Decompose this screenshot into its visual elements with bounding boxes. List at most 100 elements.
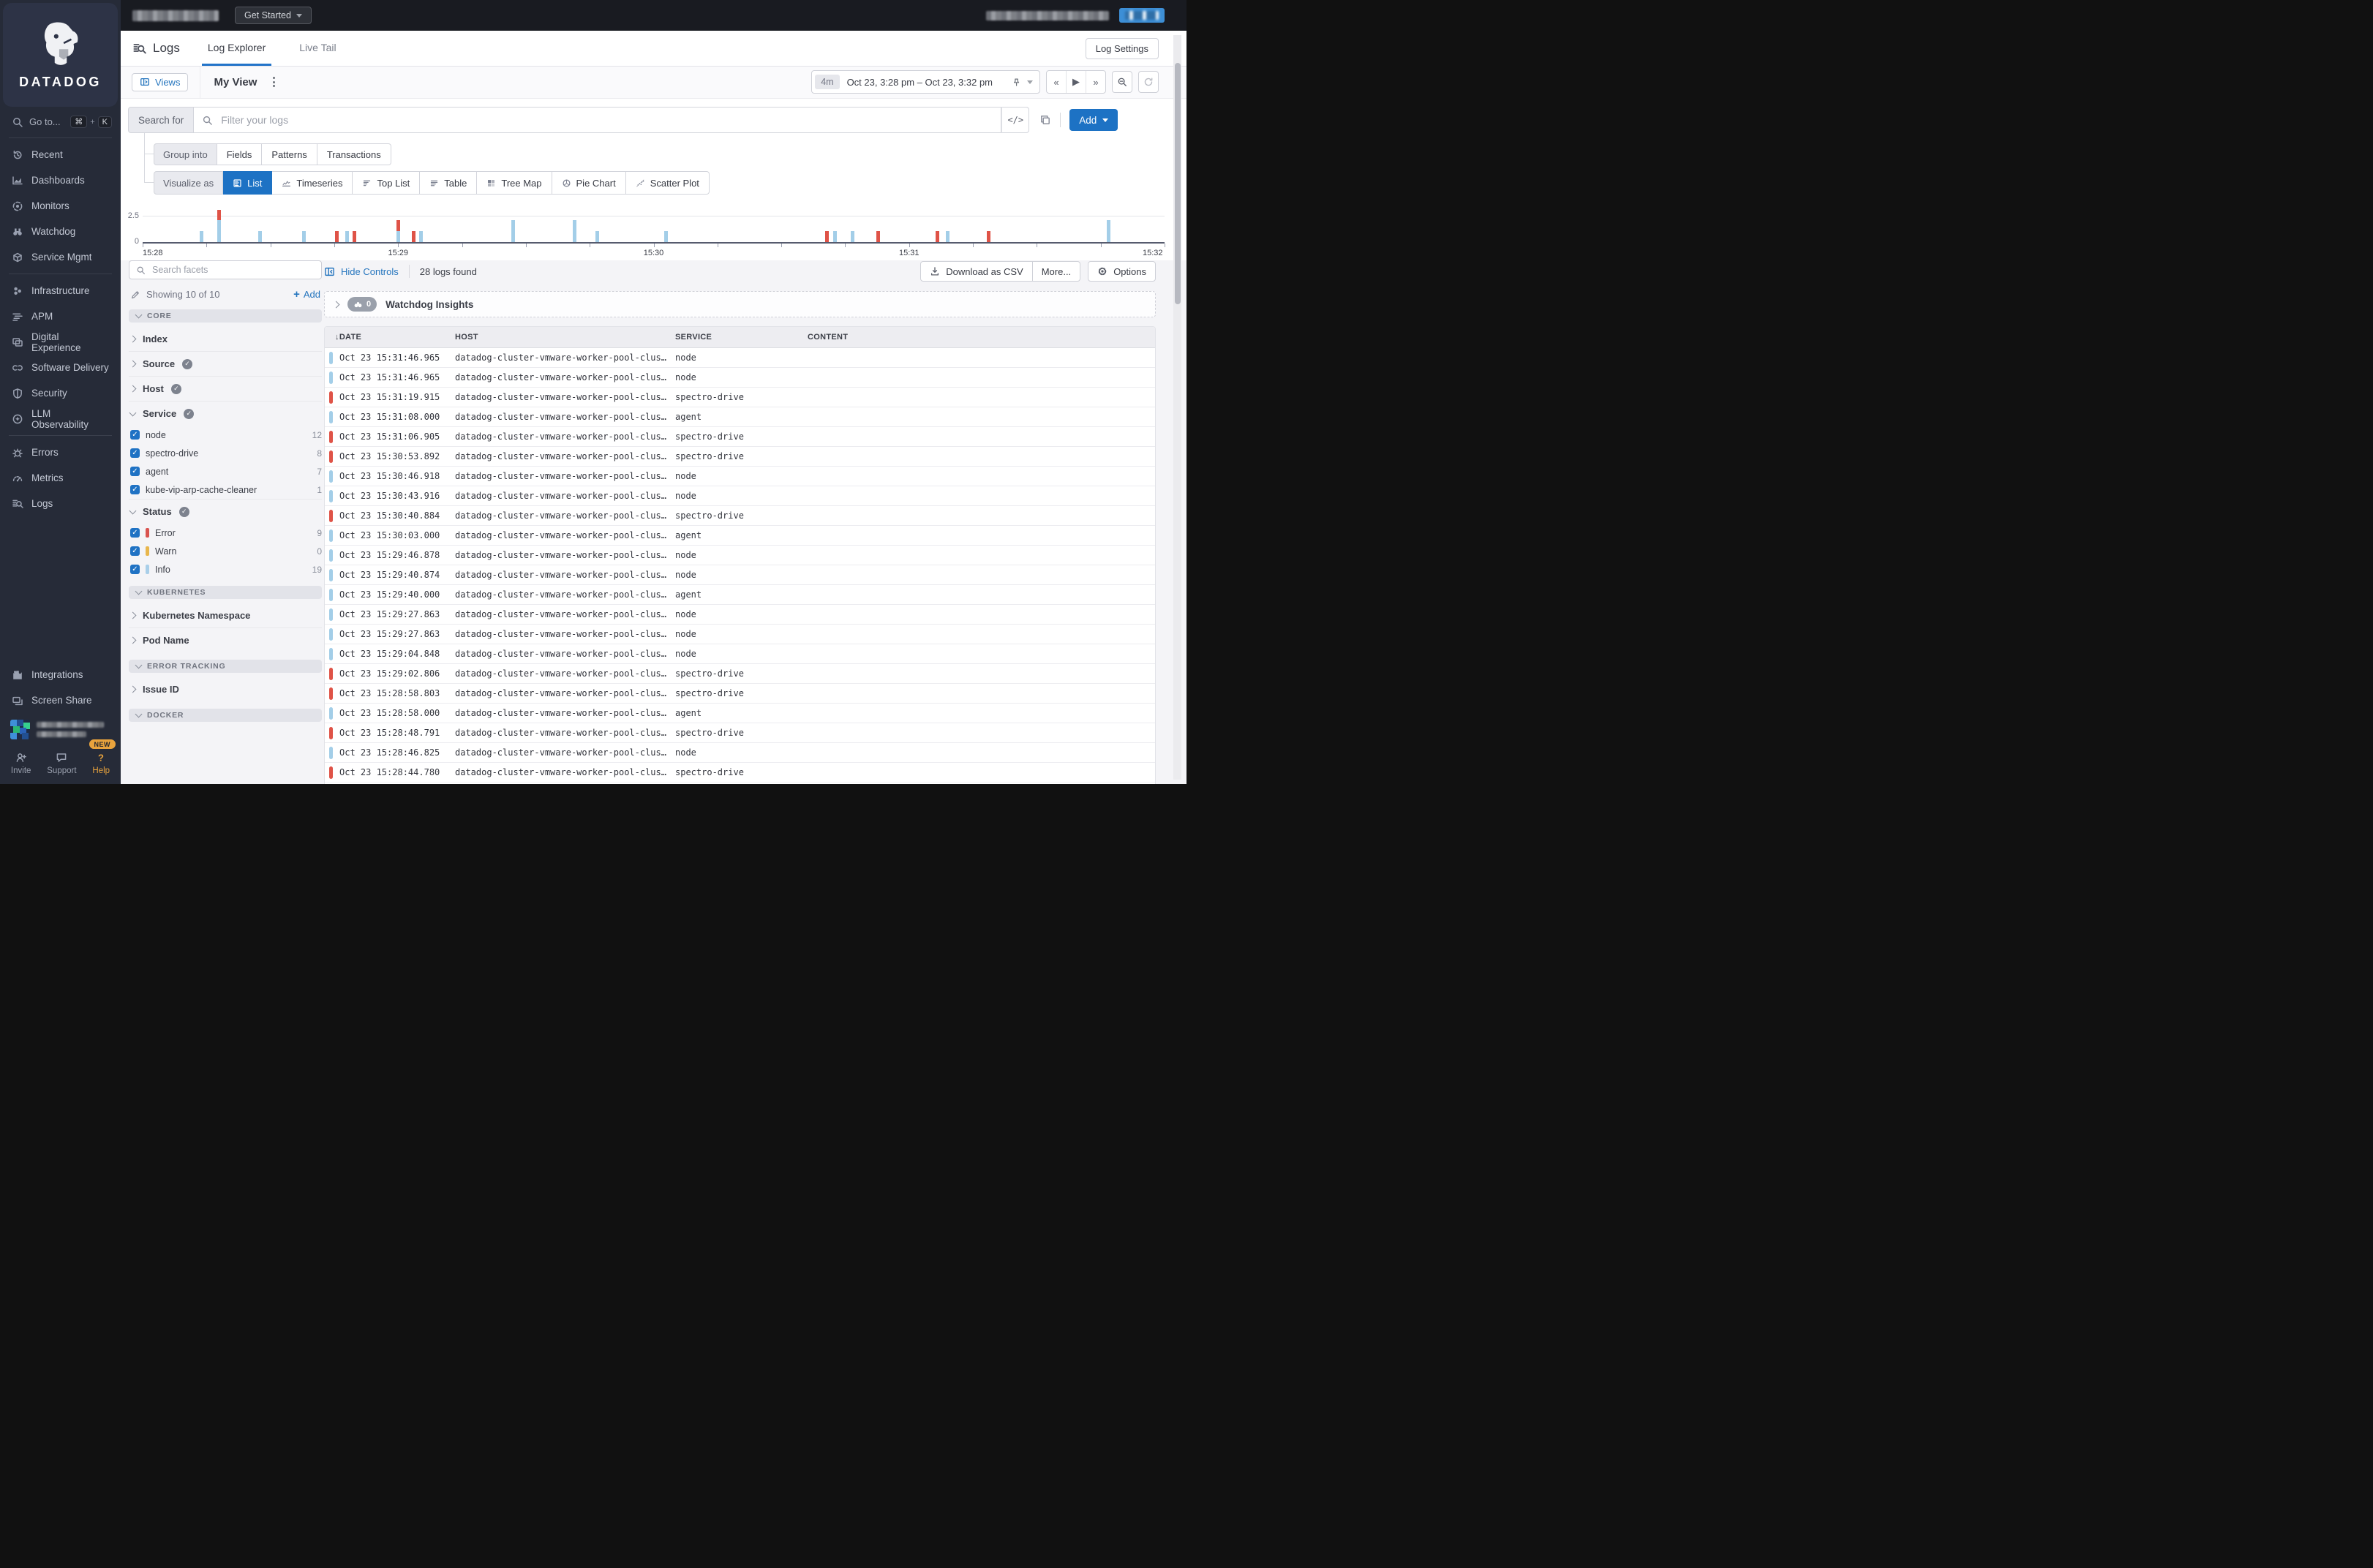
log-settings-button[interactable]: Log Settings [1085, 37, 1159, 59]
copy-icon[interactable] [1039, 114, 1051, 126]
datadog-logo[interactable]: DATADOG [3, 3, 118, 107]
facet-source[interactable]: Source ✓ [129, 352, 322, 376]
redacted-trial-button[interactable] [1119, 8, 1165, 23]
log-row[interactable]: Oct 23 15:30:46.918 datadog-cluster-vmwar… [325, 467, 1155, 486]
download-csv-button[interactable]: Download as CSV [920, 261, 1033, 282]
group-into-option-transactions[interactable]: Transactions [317, 143, 391, 165]
user-account[interactable] [0, 713, 121, 746]
column-date[interactable]: ↓ DATE [335, 333, 362, 342]
log-row[interactable]: Oct 23 15:29:46.878 datadog-cluster-vmwar… [325, 546, 1155, 565]
refresh-button[interactable] [1138, 71, 1159, 93]
chart-bar-info[interactable] [945, 231, 949, 242]
time-back-button[interactable]: « [1053, 76, 1059, 88]
facet-search-input[interactable] [151, 264, 321, 276]
log-row[interactable]: Oct 23 15:28:58.000 datadog-cluster-vmwar… [325, 704, 1155, 723]
sidebar-bottom-support[interactable]: Support [47, 752, 77, 775]
chart-bar-info[interactable] [1106, 220, 1110, 242]
log-row[interactable]: Oct 23 15:31:46.965 datadog-cluster-vmwar… [325, 368, 1155, 388]
log-row[interactable]: Oct 23 15:28:46.825 datadog-cluster-vmwar… [325, 743, 1155, 763]
sidebar-item-digital-experience[interactable]: Digital Experience [0, 329, 121, 355]
sidebar-item-recent[interactable]: Recent [0, 142, 121, 167]
facet-value-warn[interactable]: ✓ Warn 0 [129, 542, 322, 560]
chart-bar-error[interactable] [353, 231, 357, 242]
column-content[interactable]: CONTENT [808, 333, 849, 342]
facet-issue-id[interactable]: Issue ID [129, 677, 322, 701]
facet-pod-name[interactable]: Pod Name [129, 628, 322, 652]
visualize-option-list[interactable]: List [223, 171, 273, 195]
log-row[interactable]: Oct 23 15:29:40.000 datadog-cluster-vmwar… [325, 585, 1155, 605]
code-syntax-toggle[interactable]: </> [1001, 107, 1030, 133]
log-row[interactable]: Oct 23 15:29:27.863 datadog-cluster-vmwar… [325, 605, 1155, 625]
facet-index[interactable]: Index [129, 327, 322, 351]
facet-value-node[interactable]: ✓ node 12 [129, 426, 322, 444]
log-row[interactable]: Oct 23 15:30:40.884 datadog-cluster-vmwar… [325, 506, 1155, 526]
sidebar-item-logs[interactable]: Logs [0, 491, 121, 516]
chart-bar-info[interactable] [396, 231, 400, 242]
tab-log-explorer[interactable]: Log Explorer [201, 31, 272, 66]
time-range-picker[interactable]: 4m Oct 23, 3:28 pm – Oct 23, 3:32 pm [811, 70, 1040, 94]
chart-bar-info[interactable] [345, 231, 349, 242]
chart-bar-error[interactable] [396, 220, 400, 232]
chart-bar-info[interactable] [595, 231, 600, 242]
log-row[interactable]: Oct 23 15:29:27.863 datadog-cluster-vmwar… [325, 625, 1155, 644]
log-row[interactable]: Oct 23 15:30:43.916 datadog-cluster-vmwar… [325, 486, 1155, 506]
get-started-button[interactable]: Get Started [235, 7, 312, 24]
hide-controls-button[interactable]: Hide Controls [324, 266, 399, 277]
chart-bar-info[interactable] [851, 231, 855, 242]
visualize-option-tree-map[interactable]: Tree Map [477, 171, 552, 195]
goto-search[interactable]: Go to... ⌘ + K [0, 107, 121, 134]
facet-value-agent[interactable]: ✓ agent 7 [129, 462, 322, 480]
views-button[interactable]: Views [132, 72, 189, 91]
scrollbar-thumb[interactable] [1174, 63, 1181, 304]
chart-bar-info[interactable] [199, 231, 203, 242]
chart-bar-error[interactable] [935, 231, 939, 242]
log-row[interactable]: Oct 23 15:31:08.000 datadog-cluster-vmwar… [325, 407, 1155, 427]
checkbox-checked[interactable]: ✓ [130, 546, 140, 556]
chart-bar-error[interactable] [876, 231, 881, 242]
log-row[interactable]: Oct 23 15:28:48.791 datadog-cluster-vmwar… [325, 723, 1155, 743]
facet-group-header-kubernetes[interactable]: KUBERNETES [129, 586, 322, 599]
chart-bar-info[interactable] [572, 220, 576, 242]
log-row[interactable]: Oct 23 15:29:02.806 datadog-cluster-vmwar… [325, 664, 1155, 684]
checkbox-checked[interactable]: ✓ [130, 565, 140, 574]
view-menu-kebab-icon[interactable] [270, 74, 278, 90]
sidebar-item-apm[interactable]: APM [0, 304, 121, 329]
sidebar-item-watchdog[interactable]: Watchdog [0, 219, 121, 244]
facet-value-kube-vip-arp-cache-cleaner[interactable]: ✓ kube-vip-arp-cache-cleaner 1 [129, 480, 322, 499]
facet-group-header-core[interactable]: CORE [129, 309, 322, 323]
watchdog-insights-row[interactable]: 0 Watchdog Insights [324, 291, 1156, 317]
checkbox-checked[interactable]: ✓ [130, 467, 140, 476]
sidebar-item-dashboards[interactable]: Dashboards [0, 167, 121, 193]
log-row[interactable]: Oct 23 15:30:53.892 datadog-cluster-vmwar… [325, 447, 1155, 467]
search-input[interactable] [219, 113, 1001, 127]
column-host[interactable]: HOST [455, 333, 478, 342]
chart-bar-info[interactable] [258, 231, 263, 242]
sidebar-item-service-mgmt[interactable]: Service Mgmt [0, 244, 121, 270]
facet-value-spectro-drive[interactable]: ✓ spectro-drive 8 [129, 444, 322, 462]
add-button[interactable]: Add [1069, 109, 1118, 131]
sidebar-item-screen-share[interactable]: Screen Share [0, 687, 121, 713]
chart-bar-error[interactable] [217, 209, 222, 221]
facet-group-header-error-tracking[interactable]: ERROR TRACKING [129, 660, 322, 673]
facet-status[interactable]: Status ✓ [129, 500, 322, 524]
tab-live-tail[interactable]: Live Tail [299, 41, 336, 53]
sidebar-item-metrics[interactable]: Metrics [0, 465, 121, 491]
visualize-option-top-list[interactable]: Top List [353, 171, 421, 195]
facet-kubernetes-namespace[interactable]: Kubernetes Namespace [129, 603, 322, 627]
chart-bar-info[interactable] [832, 231, 837, 242]
chart-bar-error[interactable] [411, 231, 415, 242]
chart-bar-error[interactable] [825, 231, 830, 242]
add-facet-button[interactable]: + Add [293, 288, 320, 301]
options-button[interactable]: Options [1088, 261, 1156, 282]
facet-host[interactable]: Host ✓ [129, 377, 322, 401]
visualize-option-scatter-plot[interactable]: Scatter Plot [625, 171, 710, 195]
checkbox-checked[interactable]: ✓ [130, 448, 140, 458]
sidebar-bottom-invite[interactable]: Invite [11, 752, 31, 775]
pin-icon[interactable] [1012, 78, 1021, 87]
log-row[interactable]: Oct 23 15:31:19.915 datadog-cluster-vmwar… [325, 388, 1155, 407]
facet-value-info[interactable]: ✓ Info 19 [129, 560, 322, 578]
facet-value-error[interactable]: ✓ Error 9 [129, 524, 322, 542]
sidebar-item-infrastructure[interactable]: Infrastructure [0, 278, 121, 304]
chart-bar-error[interactable] [986, 231, 990, 242]
log-row[interactable]: Oct 23 15:29:40.874 datadog-cluster-vmwar… [325, 565, 1155, 585]
